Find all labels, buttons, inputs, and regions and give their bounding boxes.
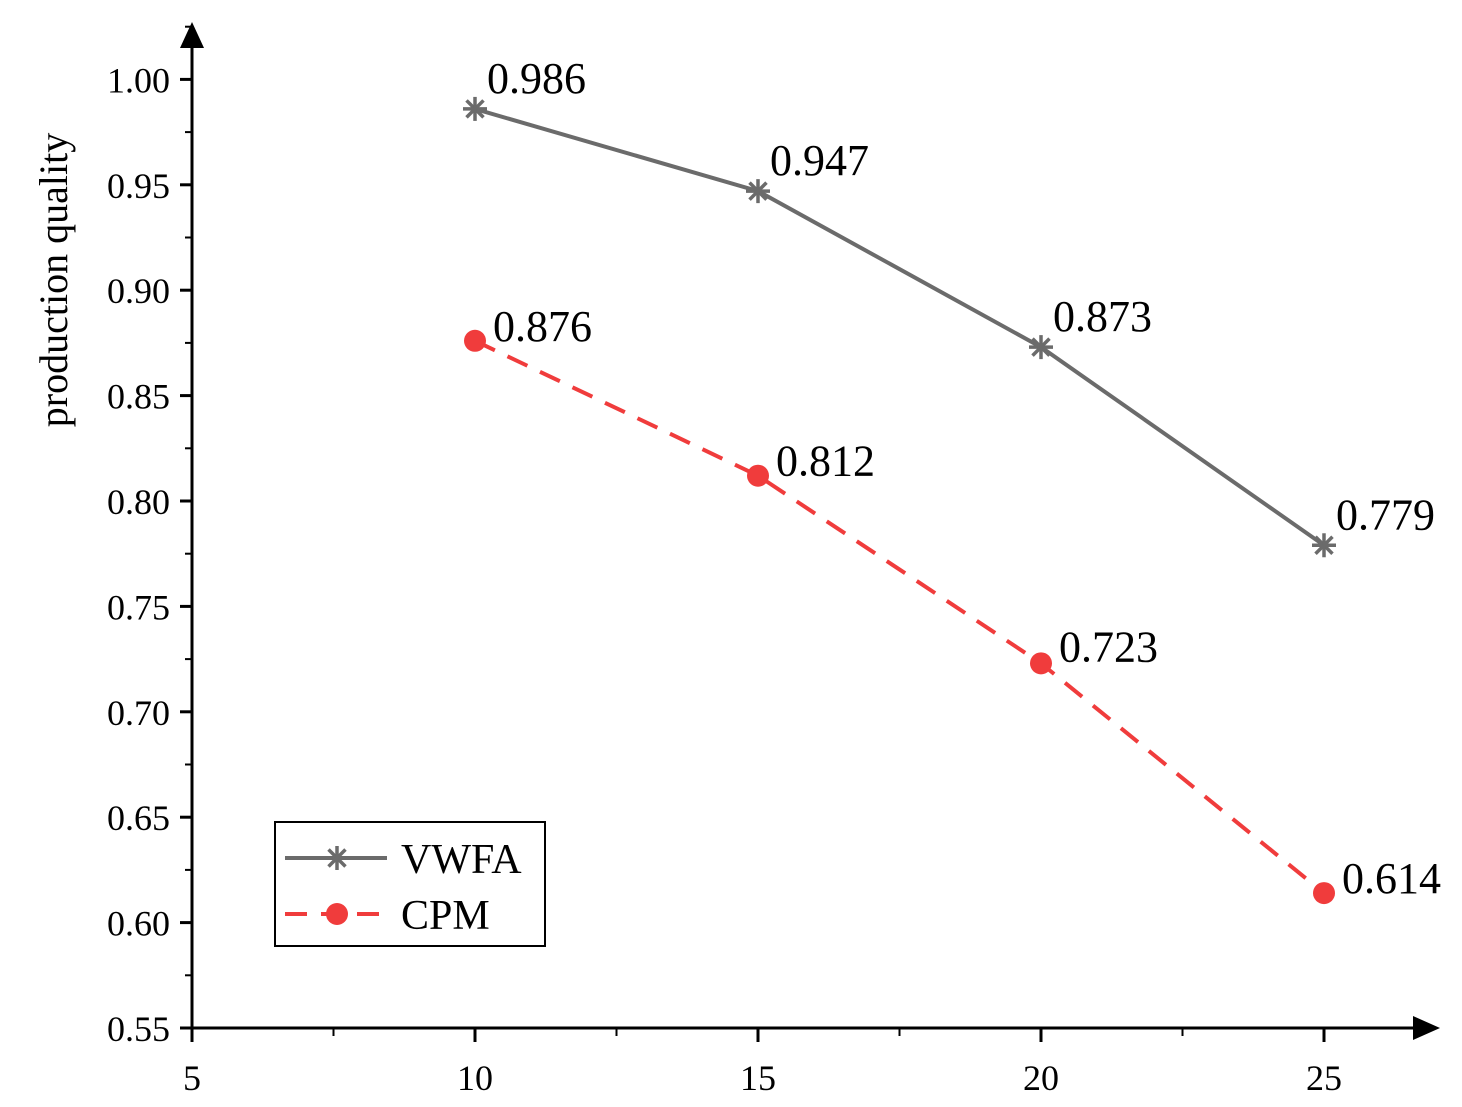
x-tick-label: 10	[457, 1058, 493, 1098]
y-tick-label: 1.00	[107, 60, 170, 100]
legend-label-cpm: CPM	[401, 893, 490, 939]
y-tick-label: 0.85	[107, 377, 170, 417]
series-line-cpm	[474, 338, 1326, 895]
x-tick-label: 25	[1306, 1058, 1342, 1098]
data-labels: 0.986 0.947 0.873 0.779 0.876 0.812 0.723 0.614	[487, 54, 1441, 903]
point-vwfa	[746, 179, 770, 204]
data-label-vwfa: 0.779	[1336, 490, 1435, 539]
data-label-cpm: 0.876	[493, 302, 592, 351]
y-tick-label: 0.70	[107, 693, 170, 733]
data-label-cpm: 0.614	[1342, 854, 1441, 903]
y-tick-label: 0.95	[107, 166, 170, 206]
legend: VWFA CPM	[274, 821, 546, 947]
asterisk-stroke	[327, 848, 347, 868]
point-cpm	[1030, 652, 1052, 675]
x-axis-arrow	[1413, 1016, 1440, 1040]
y-tick-label: 0.80	[107, 482, 170, 522]
data-label-cpm: 0.812	[776, 437, 875, 486]
asterisk-stroke	[465, 99, 485, 119]
point-cpm	[464, 329, 486, 352]
series-line-vwfa	[474, 106, 1326, 547]
asterisk-stroke	[748, 181, 768, 201]
x-tick-label: 5	[183, 1058, 201, 1098]
legend-box	[274, 821, 546, 947]
asterisk-stroke	[1314, 535, 1334, 555]
point-vwfa	[1029, 335, 1053, 360]
y-tick-label: 0.55	[107, 1009, 170, 1049]
y-tick-label: 0.75	[107, 587, 170, 627]
point-cpm	[1313, 882, 1335, 905]
asterisk-stroke	[1031, 337, 1051, 357]
data-label-vwfa: 0.873	[1053, 292, 1152, 341]
y-axis-label: production quality	[31, 133, 76, 427]
data-label-vwfa: 0.947	[770, 136, 869, 185]
y-tick-label: 0.65	[107, 798, 170, 838]
axes: 0.55 0.60 0.65 0.70 0.75 0.80 0.85 0.90 0.95 1.00…	[107, 22, 1440, 1098]
y-tick-label: 0.90	[107, 271, 170, 311]
data-label-vwfa: 0.986	[487, 54, 586, 103]
legend-marker-vwfa	[325, 846, 349, 870]
y-tick-label: 0.60	[107, 904, 170, 944]
point-vwfa	[463, 96, 487, 121]
data-label-cpm: 0.723	[1059, 622, 1158, 671]
x-tick-label: 15	[740, 1058, 776, 1098]
legend-marker-cpm	[326, 903, 348, 925]
series-layer	[463, 96, 1336, 905]
point-vwfa	[1312, 533, 1336, 558]
y-axis-arrow	[180, 22, 204, 48]
x-tick-label: 20	[1023, 1058, 1059, 1098]
point-cpm	[747, 464, 769, 487]
legend-label-vwfa: VWFA	[401, 837, 522, 883]
